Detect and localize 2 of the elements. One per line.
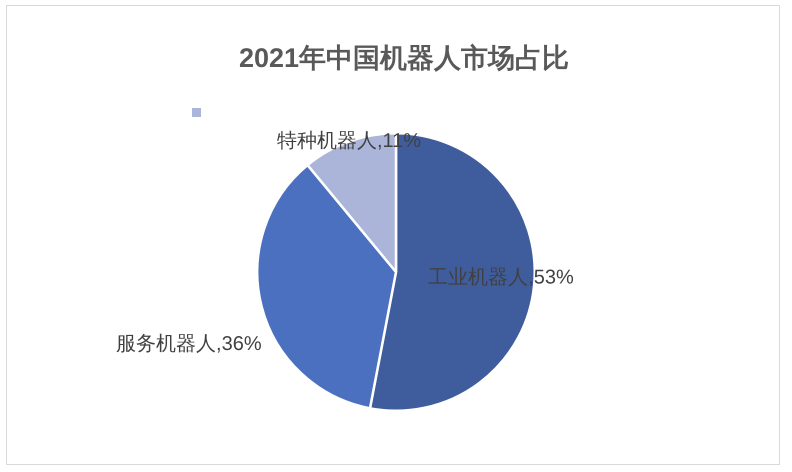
chart-title: 2021年中国机器人市场占比 <box>238 42 570 75</box>
slice-label: 服务机器人,36% <box>116 333 262 356</box>
